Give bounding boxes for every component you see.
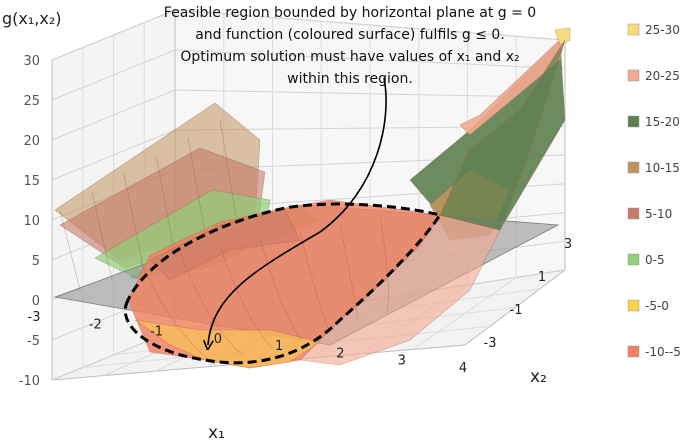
legend-label: 10-15 xyxy=(645,161,680,175)
legend-label: -10--5 xyxy=(645,345,681,359)
z-tick-label: 15 xyxy=(23,174,40,189)
annotation-line: within this region. xyxy=(287,71,413,87)
x1-tick-label: 0 xyxy=(214,332,222,347)
z-tick-label: -5 xyxy=(27,334,40,349)
x1-tick-label: 3 xyxy=(398,354,406,369)
annotation-arrow xyxy=(208,77,387,345)
x1-tick-label: 4 xyxy=(459,361,467,376)
x2-tick-label: -3 xyxy=(484,336,497,351)
surface-mesh-line xyxy=(91,191,113,281)
annotation-line: Feasible region bounded by horizontal pl… xyxy=(164,5,536,21)
x1-tick-label: -3 xyxy=(28,310,41,325)
surface-facet xyxy=(439,39,566,231)
feasible-region-boundary xyxy=(123,202,443,365)
legend-swatch xyxy=(627,69,640,82)
surface-mesh-line xyxy=(339,224,359,323)
surface-mesh-line xyxy=(179,252,244,357)
legend-label: -5-0 xyxy=(645,299,669,313)
surface-mesh-line xyxy=(219,245,273,349)
legend-swatch xyxy=(627,207,640,220)
surface-mesh-line xyxy=(59,209,81,291)
legend-label: 5-10 xyxy=(645,207,672,221)
z-tick-label: 5 xyxy=(32,254,40,269)
z-axis-tick-labels: 30 25 20 15 10 5 0 -5 -10 xyxy=(19,54,40,389)
legend-swatch xyxy=(627,23,640,36)
z-tick-label: 30 xyxy=(23,54,40,69)
z-axis-title: g(x₁,x₂) xyxy=(2,9,62,28)
legend: 25-30 20-25 15-20 10-15 5-10 0-5 -5-0 -10--5 xyxy=(627,23,681,359)
legend-label: 20-25 xyxy=(645,69,680,83)
surface-facet xyxy=(134,319,321,369)
x1-tick-label: 2 xyxy=(336,346,344,361)
legend-label: 25-30 xyxy=(645,23,680,37)
z-tick-label: 20 xyxy=(23,134,40,149)
x2-tick-label: 1 xyxy=(538,270,546,285)
x2-axis-tick-labels: -3 -1 1 3 xyxy=(484,237,573,351)
legend-swatch xyxy=(627,115,640,128)
x2-axis-title: x₂ xyxy=(530,367,547,387)
x1-tick-label: -1 xyxy=(150,325,163,340)
legend-label: 0-5 xyxy=(645,253,665,267)
legend-swatch xyxy=(627,253,640,266)
surface-mesh-line xyxy=(155,155,177,261)
z-tick-label: 10 xyxy=(23,214,40,229)
z-tick-label: 0 xyxy=(32,294,40,309)
x1-axis-tick-labels: -3 -2 -1 0 1 2 3 4 xyxy=(28,310,468,376)
x1-tick-label: -2 xyxy=(89,317,102,332)
surface-mesh-line xyxy=(123,173,145,271)
annotation-text: Feasible region bounded by horizontal pl… xyxy=(164,5,536,87)
annotation-line: and function (coloured surface) fulfils … xyxy=(195,27,505,43)
legend-swatch xyxy=(627,299,640,312)
surface-mesh-line xyxy=(299,231,330,331)
x2-tick-label: 3 xyxy=(564,237,572,252)
legend-swatch xyxy=(627,161,640,174)
legend-swatch xyxy=(627,345,640,358)
surface-front xyxy=(127,39,566,369)
annotation-line: Optimum solution must have values of x₁ … xyxy=(180,49,519,65)
legend-label: 15-20 xyxy=(645,115,680,129)
x1-axis-title: x₁ xyxy=(208,423,225,441)
z-tick-label: -10 xyxy=(19,374,40,389)
surface-facet xyxy=(149,209,301,281)
x1-tick-label: 1 xyxy=(275,339,283,354)
x2-tick-label: -1 xyxy=(510,303,523,318)
surface-mesh-line xyxy=(379,217,389,314)
surface-facet xyxy=(554,27,571,46)
z-tick-label: 25 xyxy=(23,94,40,109)
surface-mesh-line xyxy=(259,238,302,340)
